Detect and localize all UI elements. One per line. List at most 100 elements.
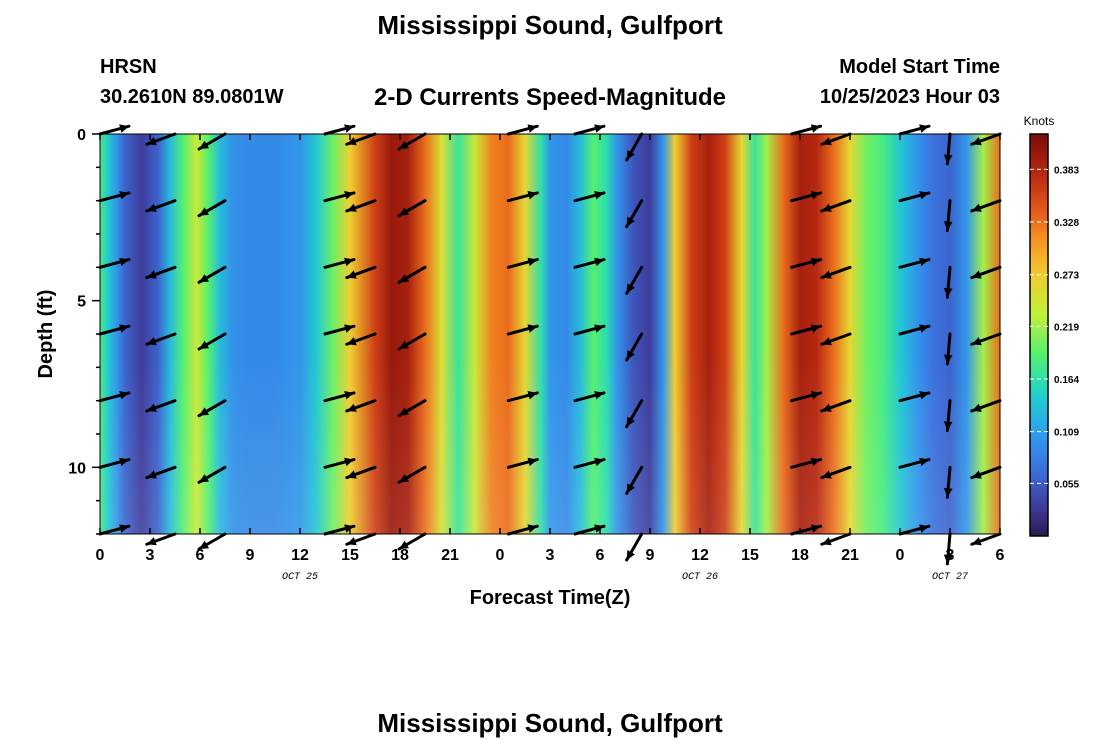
arrow-head [971, 203, 982, 212]
x-tick-label: 6 [196, 547, 205, 564]
arrow-head [943, 554, 953, 564]
current-arrow [898, 391, 931, 403]
current-arrow [820, 265, 852, 280]
colorbar: Knots 0.055 0.109 0.164 0.219 0.273 0.328 0.383 [1024, 114, 1079, 537]
speed-heatmap [100, 134, 1000, 534]
current-arrow [506, 124, 539, 136]
x-tick-label: 9 [246, 547, 255, 564]
arrow-head [919, 191, 929, 200]
arrow-head [919, 391, 929, 400]
current-arrow [98, 257, 131, 269]
arrow-head [399, 140, 409, 149]
current-arrow [790, 124, 823, 136]
current-arrow [625, 399, 644, 429]
current-arrow [625, 265, 644, 295]
model-start-time: 10/25/2023 Hour 03 [819, 86, 1000, 108]
chart-title: Mississippi Sound, Gulfport [377, 10, 723, 40]
current-arrow [506, 191, 539, 203]
arrow-head [821, 403, 832, 412]
arrow-head [626, 350, 635, 360]
colorbar-tick-label: 0.383 [1054, 165, 1079, 176]
x-tick-label: 3 [946, 547, 955, 564]
current-arrow [506, 324, 539, 336]
arrow-head [919, 257, 929, 267]
colorbar-label: Knots [1024, 114, 1055, 128]
current-arrow [98, 191, 131, 203]
arrow-head [821, 137, 832, 146]
x-tick-label: 9 [646, 547, 655, 564]
arrow-head [527, 324, 538, 333]
current-arrow [397, 265, 427, 284]
y-tick-label: 10 [68, 460, 86, 477]
current-arrow [790, 191, 823, 203]
arrow-head [943, 154, 953, 164]
current-arrow [790, 457, 823, 469]
current-arrow [323, 324, 356, 336]
current-arrow [898, 191, 931, 203]
arrow-head [399, 407, 409, 416]
arrow-head [344, 124, 354, 133]
colorbar-tick-label: 0.273 [1054, 271, 1079, 282]
colorbar-tick-label: 0.055 [1054, 479, 1079, 490]
arrow-head [594, 124, 604, 133]
current-arrow [573, 257, 606, 269]
x-tick-label: 15 [341, 547, 359, 564]
current-arrow [145, 132, 177, 146]
current-arrow [573, 457, 606, 469]
current-arrow [506, 457, 539, 469]
current-arrow [970, 199, 1002, 213]
current-arrow [970, 399, 1002, 413]
arrow-head [971, 403, 982, 412]
current-arrow [197, 465, 227, 484]
axes: 0 3 6 9 12 15 18 21 0 3 6 9 12 15 18 21 0 3 6 OCT 25 OCT 26 O… [35, 127, 1005, 609]
current-arrow [397, 465, 427, 484]
current-arrow [943, 465, 953, 499]
current-arrow [98, 391, 131, 403]
colorbar-tick-label: 0.164 [1054, 375, 1079, 386]
current-arrow [98, 124, 131, 136]
arrow-head [146, 270, 157, 279]
depth-shading [100, 134, 1000, 534]
arrow-head [821, 203, 832, 212]
current-arrow [506, 391, 539, 403]
arrow-head [527, 257, 538, 267]
current-arrow [943, 199, 953, 233]
x-tick-label: 3 [546, 547, 555, 564]
x-tick-label: 21 [441, 547, 459, 564]
current-arrow [397, 199, 427, 218]
arrow-head [626, 483, 635, 494]
arrow-head [119, 191, 129, 200]
model-start-label: Model Start Time [839, 56, 1000, 78]
current-arrow [943, 265, 953, 299]
x-tick-label: 12 [691, 547, 709, 564]
x-tick-label: 0 [496, 547, 505, 564]
arrow-head [527, 391, 538, 400]
arrow-head [119, 124, 129, 133]
arrow-head [810, 124, 821, 133]
arrow-head [346, 537, 357, 546]
current-arrow [790, 257, 823, 269]
current-arrow [345, 199, 377, 213]
arrow-head [199, 407, 209, 416]
arrow-head [594, 257, 604, 267]
x-tick-label: 18 [391, 547, 409, 564]
arrow-head [919, 324, 929, 333]
current-arrow [898, 324, 931, 336]
arrow-head [626, 150, 635, 160]
current-arrow [345, 532, 377, 546]
current-arrow [506, 257, 539, 269]
arrow-head [346, 403, 357, 412]
current-arrow [898, 457, 931, 469]
arrow-head [344, 457, 354, 467]
y-tick-label: 5 [77, 294, 86, 311]
current-arrow [790, 324, 823, 336]
current-arrow [197, 532, 227, 551]
arrow-head [346, 270, 357, 279]
current-arrow [898, 124, 931, 136]
current-arrow [145, 265, 177, 280]
date-label: OCT 27 [932, 572, 968, 583]
current-arrow [573, 124, 606, 136]
x-tick-label: 18 [791, 547, 809, 564]
x-tick-label: 0 [896, 547, 905, 564]
current-arrow [943, 332, 953, 366]
